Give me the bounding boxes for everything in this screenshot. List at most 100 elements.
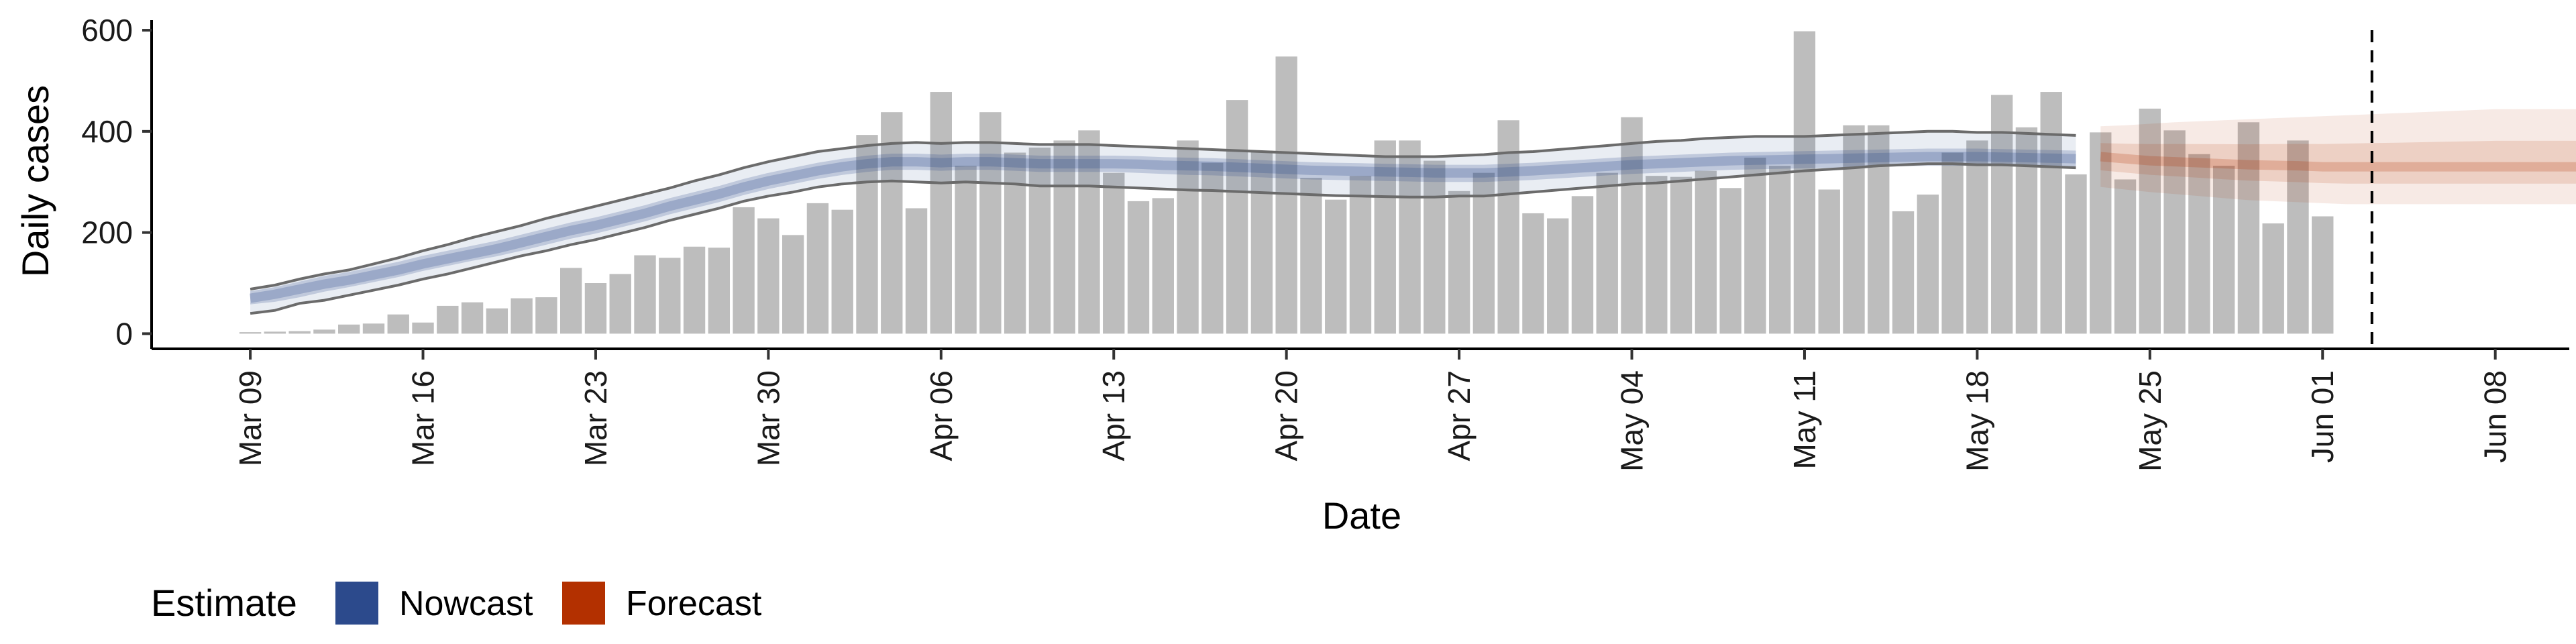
bar xyxy=(1374,140,1396,334)
bar xyxy=(1843,125,1865,334)
bar xyxy=(733,207,755,334)
bar xyxy=(1522,213,1544,334)
bar xyxy=(239,332,262,334)
y-tick-label: 0 xyxy=(115,316,133,351)
bar xyxy=(412,322,434,334)
bar xyxy=(905,208,928,334)
bar xyxy=(2163,130,2186,334)
bar xyxy=(1300,178,1322,334)
x-axis-title: Date xyxy=(1322,494,1401,537)
legend-label-forecast: Forecast xyxy=(626,584,762,623)
bands-layer xyxy=(249,30,2576,349)
bar xyxy=(831,209,853,334)
bar xyxy=(930,92,952,334)
x-tick-label: Apr 27 xyxy=(1442,370,1477,462)
legend-swatch-forecast xyxy=(562,582,605,625)
forecast-median-line xyxy=(2100,152,2576,172)
bar xyxy=(1719,188,1741,334)
bar xyxy=(1325,199,1347,334)
x-tick-label: Apr 13 xyxy=(1096,370,1131,462)
bar xyxy=(338,324,360,334)
nowcast-outer-band xyxy=(250,131,2076,314)
bar xyxy=(437,305,459,334)
bar xyxy=(1695,170,1717,334)
x-tick-label: Apr 06 xyxy=(924,370,959,462)
bar xyxy=(1917,195,1939,334)
bar xyxy=(362,323,385,334)
bar xyxy=(1349,176,1372,334)
y-tick-label: 200 xyxy=(81,215,133,250)
bar xyxy=(2015,127,2038,334)
bar xyxy=(1053,140,1075,334)
bar xyxy=(2040,92,2062,334)
bar xyxy=(1744,158,1766,334)
nowcast-upper-bound-line xyxy=(250,129,2076,290)
bar xyxy=(1547,218,1569,334)
nowcast-median-line xyxy=(249,152,2076,303)
x-tick-label: Apr 20 xyxy=(1269,370,1304,462)
bar xyxy=(1127,201,1150,334)
axes-layer: 0 200 400 600 Mar 09 Mar 16 Mar 23 Mar 30 Apr 06… xyxy=(81,13,2569,472)
bar xyxy=(2139,108,2161,334)
bar xyxy=(511,298,533,334)
bar xyxy=(708,248,731,334)
bar xyxy=(2188,154,2210,334)
bar xyxy=(387,314,409,334)
legend: Estimate Nowcast Forecast xyxy=(151,582,762,625)
bar xyxy=(1028,147,1051,334)
y-axis-title: Daily cases xyxy=(14,85,56,277)
bar xyxy=(1621,117,1643,334)
bar xyxy=(486,308,508,334)
bar xyxy=(1596,172,1618,334)
bar xyxy=(1966,140,1988,334)
x-tick-label: May 04 xyxy=(1615,370,1650,472)
bar xyxy=(1103,172,1125,334)
legend-swatch-nowcast xyxy=(335,582,378,625)
bar xyxy=(1152,198,1174,334)
bar xyxy=(1177,140,1199,334)
x-tick-label: May 18 xyxy=(1960,370,1994,472)
bar xyxy=(1818,189,1840,334)
x-tick-label: Mar 30 xyxy=(751,370,786,466)
legend-label-nowcast: Nowcast xyxy=(399,584,533,623)
bar xyxy=(535,297,557,334)
bar xyxy=(1990,95,2013,334)
bar xyxy=(1399,140,1421,334)
bar xyxy=(1497,120,1519,334)
bar xyxy=(288,331,311,334)
bar xyxy=(560,268,582,334)
bar xyxy=(461,302,484,334)
bar xyxy=(1941,152,1964,334)
bar xyxy=(1892,211,1915,334)
bar xyxy=(2262,223,2284,334)
bar xyxy=(782,235,804,334)
bar xyxy=(584,283,607,334)
bar xyxy=(2212,166,2235,334)
bar xyxy=(1769,166,1791,334)
y-tick-label: 400 xyxy=(81,114,133,149)
forecast-inner-band xyxy=(2100,140,2576,184)
bar xyxy=(979,112,1002,334)
bar xyxy=(955,166,977,334)
y-tick-label: 600 xyxy=(81,13,133,48)
bar xyxy=(634,255,656,334)
bar xyxy=(264,331,286,334)
bar xyxy=(313,329,335,334)
bar xyxy=(659,258,681,334)
x-tick-label: Jun 08 xyxy=(2478,370,2513,463)
bar xyxy=(2287,140,2309,334)
x-tick-label: May 25 xyxy=(2133,370,2167,472)
bar xyxy=(1646,176,1668,334)
bar xyxy=(609,274,631,334)
forecast-outer-band xyxy=(2100,109,2576,205)
bar xyxy=(806,203,829,334)
bar xyxy=(1793,31,1816,334)
bar xyxy=(2065,174,2087,334)
bar xyxy=(1670,176,1693,334)
x-tick-label: Mar 23 xyxy=(578,370,613,466)
bar xyxy=(757,218,780,334)
bar xyxy=(2312,216,2334,334)
bar xyxy=(2237,122,2260,334)
bar xyxy=(1424,160,1446,334)
